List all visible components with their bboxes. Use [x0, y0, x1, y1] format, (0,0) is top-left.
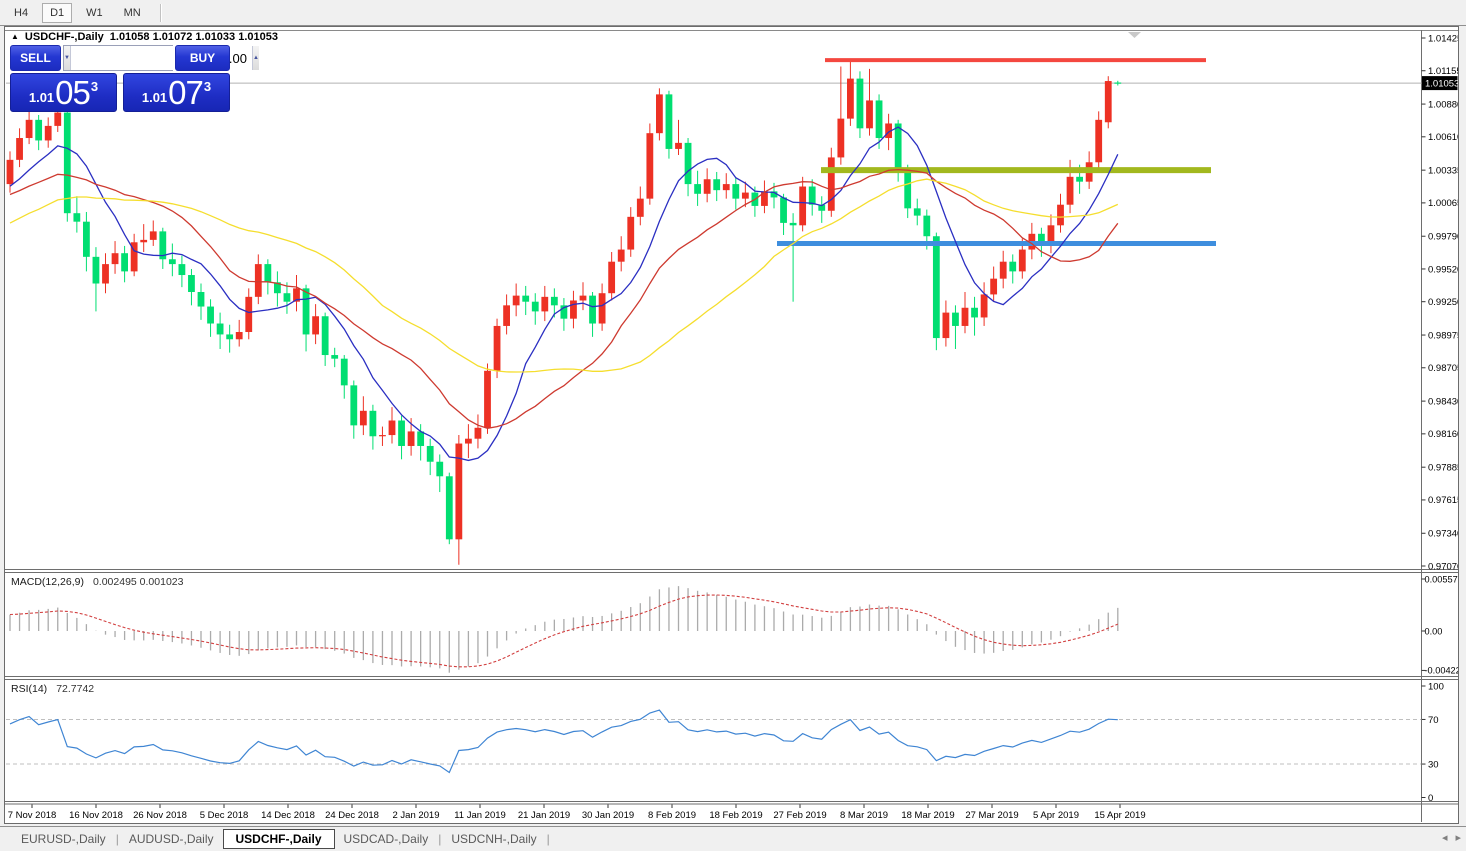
- symbol-tab-usdchf[interactable]: USDCHF-,Daily: [222, 829, 335, 849]
- collapse-arrow-icon[interactable]: ▲: [11, 31, 19, 41]
- chart-symbol-label: USDCHF-,Daily: [24, 31, 104, 43]
- timeframe-tab-w1[interactable]: W1: [86, 6, 103, 19]
- buy-price-panel[interactable]: 1.01 07 3: [123, 73, 230, 112]
- svg-text:15 Apr 2019: 15 Apr 2019: [1094, 810, 1145, 821]
- svg-text:27 Feb 2019: 27 Feb 2019: [773, 810, 826, 821]
- svg-text:5 Apr 2019: 5 Apr 2019: [1033, 810, 1079, 821]
- rsi-name: RSI(14): [11, 683, 48, 695]
- sell-price-big-digits: 05: [55, 73, 91, 111]
- chart-frame: 1.01425 1.01155 1.00880 1.00610 1.00335 1.000…: [4, 26, 1459, 824]
- macd-values: 0.002495 0.001023: [92, 576, 184, 588]
- svg-text:21 Jan 2019: 21 Jan 2019: [518, 810, 570, 821]
- svg-text:0.98705: 0.98705: [1428, 363, 1458, 374]
- tab-scroll-right-icon[interactable]: ▸: [1455, 832, 1461, 844]
- timeframe-tab-h4[interactable]: H4: [14, 6, 29, 19]
- rsi-indicator-label: RSI(14) 72.7742: [11, 683, 94, 695]
- rsi-value: 72.7742: [56, 683, 95, 695]
- sell-price-pipette: 3: [90, 79, 99, 94]
- timeframe-tab-d1[interactable]: D1: [42, 2, 73, 23]
- chart-title: ▲ USDCHF-,Daily 1.01058 1.01072 1.01033 …: [11, 31, 278, 43]
- svg-text:0.00: 0.00: [1425, 626, 1443, 636]
- toolbar-separator: [159, 3, 162, 22]
- svg-text:18 Mar 2019: 18 Mar 2019: [901, 810, 954, 821]
- svg-text:0.97615: 0.97615: [1428, 495, 1458, 506]
- svg-text:8 Mar 2019: 8 Mar 2019: [840, 810, 888, 821]
- svg-text:1.00880: 1.00880: [1428, 99, 1458, 110]
- svg-text:30 Jan 2019: 30 Jan 2019: [582, 810, 634, 821]
- svg-text:0.97070: 0.97070: [1428, 561, 1458, 572]
- macd-indicator-label: MACD(12,26,9) 0.002495 0.001023: [11, 576, 183, 588]
- buy-button[interactable]: BUY: [175, 45, 230, 71]
- chart-ohlc-values: 1.01058 1.01072 1.01033 1.01053: [109, 31, 278, 43]
- svg-text:100: 100: [1428, 681, 1444, 692]
- volume-decrease-button[interactable]: ▼: [64, 46, 71, 70]
- timeframe-toolbar: H4 D1 W1 MN: [0, 0, 1466, 26]
- svg-text:1.00065: 1.00065: [1428, 198, 1458, 209]
- svg-text:0.005571: 0.005571: [1425, 574, 1459, 584]
- svg-text:16 Nov 2018: 16 Nov 2018: [69, 810, 123, 821]
- svg-text:1.00335: 1.00335: [1428, 165, 1458, 176]
- svg-text:11 Jan 2019: 11 Jan 2019: [454, 810, 506, 821]
- svg-text:26 Nov 2018: 26 Nov 2018: [133, 810, 187, 821]
- svg-text:70: 70: [1428, 715, 1439, 726]
- svg-text:8 Feb 2019: 8 Feb 2019: [648, 810, 696, 821]
- tab-divider: |: [115, 832, 119, 846]
- svg-text:0: 0: [1428, 793, 1433, 804]
- buy-price-pipette: 3: [203, 79, 212, 94]
- volume-increase-button[interactable]: ▲: [251, 46, 259, 70]
- timeframe-tab-mn[interactable]: MN: [123, 6, 141, 19]
- svg-text:0.97885: 0.97885: [1428, 462, 1458, 473]
- svg-text:27 Mar 2019: 27 Mar 2019: [965, 810, 1018, 821]
- tab-divider: |: [546, 832, 550, 846]
- svg-text:1.01425: 1.01425: [1428, 33, 1458, 44]
- price-chart-canvas[interactable]: 1.01425 1.01155 1.00880 1.00610 1.00335 1.000…: [5, 27, 1458, 823]
- svg-text:2 Jan 2019: 2 Jan 2019: [392, 810, 439, 821]
- symbol-tab-eurusd[interactable]: EURUSD-,Daily: [21, 832, 106, 846]
- symbol-tab-usdcnh[interactable]: USDCNH-,Daily: [451, 832, 537, 846]
- one-click-trade-panel: SELL ▼ ▲ BUY 1.01 05 3 1.01 07 3: [10, 45, 259, 112]
- tab-scroll-left-icon[interactable]: ◂: [1441, 832, 1448, 844]
- svg-text:1.00610: 1.00610: [1428, 132, 1458, 143]
- symbol-tab-audusd[interactable]: AUDUSD-,Daily: [128, 832, 214, 846]
- volume-stepper: ▼ ▲: [63, 45, 259, 71]
- buy-price-prefix: 1.01: [141, 90, 168, 105]
- svg-text:1.01155: 1.01155: [1428, 66, 1458, 77]
- macd-name: MACD(12,26,9): [11, 576, 84, 588]
- svg-text:-0.004224: -0.004224: [1425, 666, 1459, 676]
- svg-text:1.01053: 1.01053: [1425, 79, 1458, 90]
- svg-text:0.98975: 0.98975: [1428, 330, 1458, 341]
- sell-price-prefix: 1.01: [28, 90, 55, 105]
- sell-button[interactable]: SELL: [10, 45, 62, 71]
- buy-price-big-digits: 07: [168, 73, 204, 111]
- svg-text:5 Dec 2018: 5 Dec 2018: [200, 810, 249, 821]
- svg-text:14 Dec 2018: 14 Dec 2018: [261, 810, 315, 821]
- svg-text:30: 30: [1428, 759, 1439, 770]
- tab-divider: |: [438, 832, 442, 846]
- symbol-tab-usdcad[interactable]: USDCAD-,Daily: [343, 832, 429, 846]
- symbol-tab-bar: EURUSD-,Daily | AUDUSD-,Daily USDCHF-,Da…: [0, 826, 1466, 851]
- svg-text:18 Feb 2019: 18 Feb 2019: [709, 810, 762, 821]
- svg-text:24 Dec 2018: 24 Dec 2018: [325, 810, 379, 821]
- svg-text:7 Nov 2018: 7 Nov 2018: [8, 810, 57, 821]
- sell-price-panel[interactable]: 1.01 05 3: [10, 73, 117, 112]
